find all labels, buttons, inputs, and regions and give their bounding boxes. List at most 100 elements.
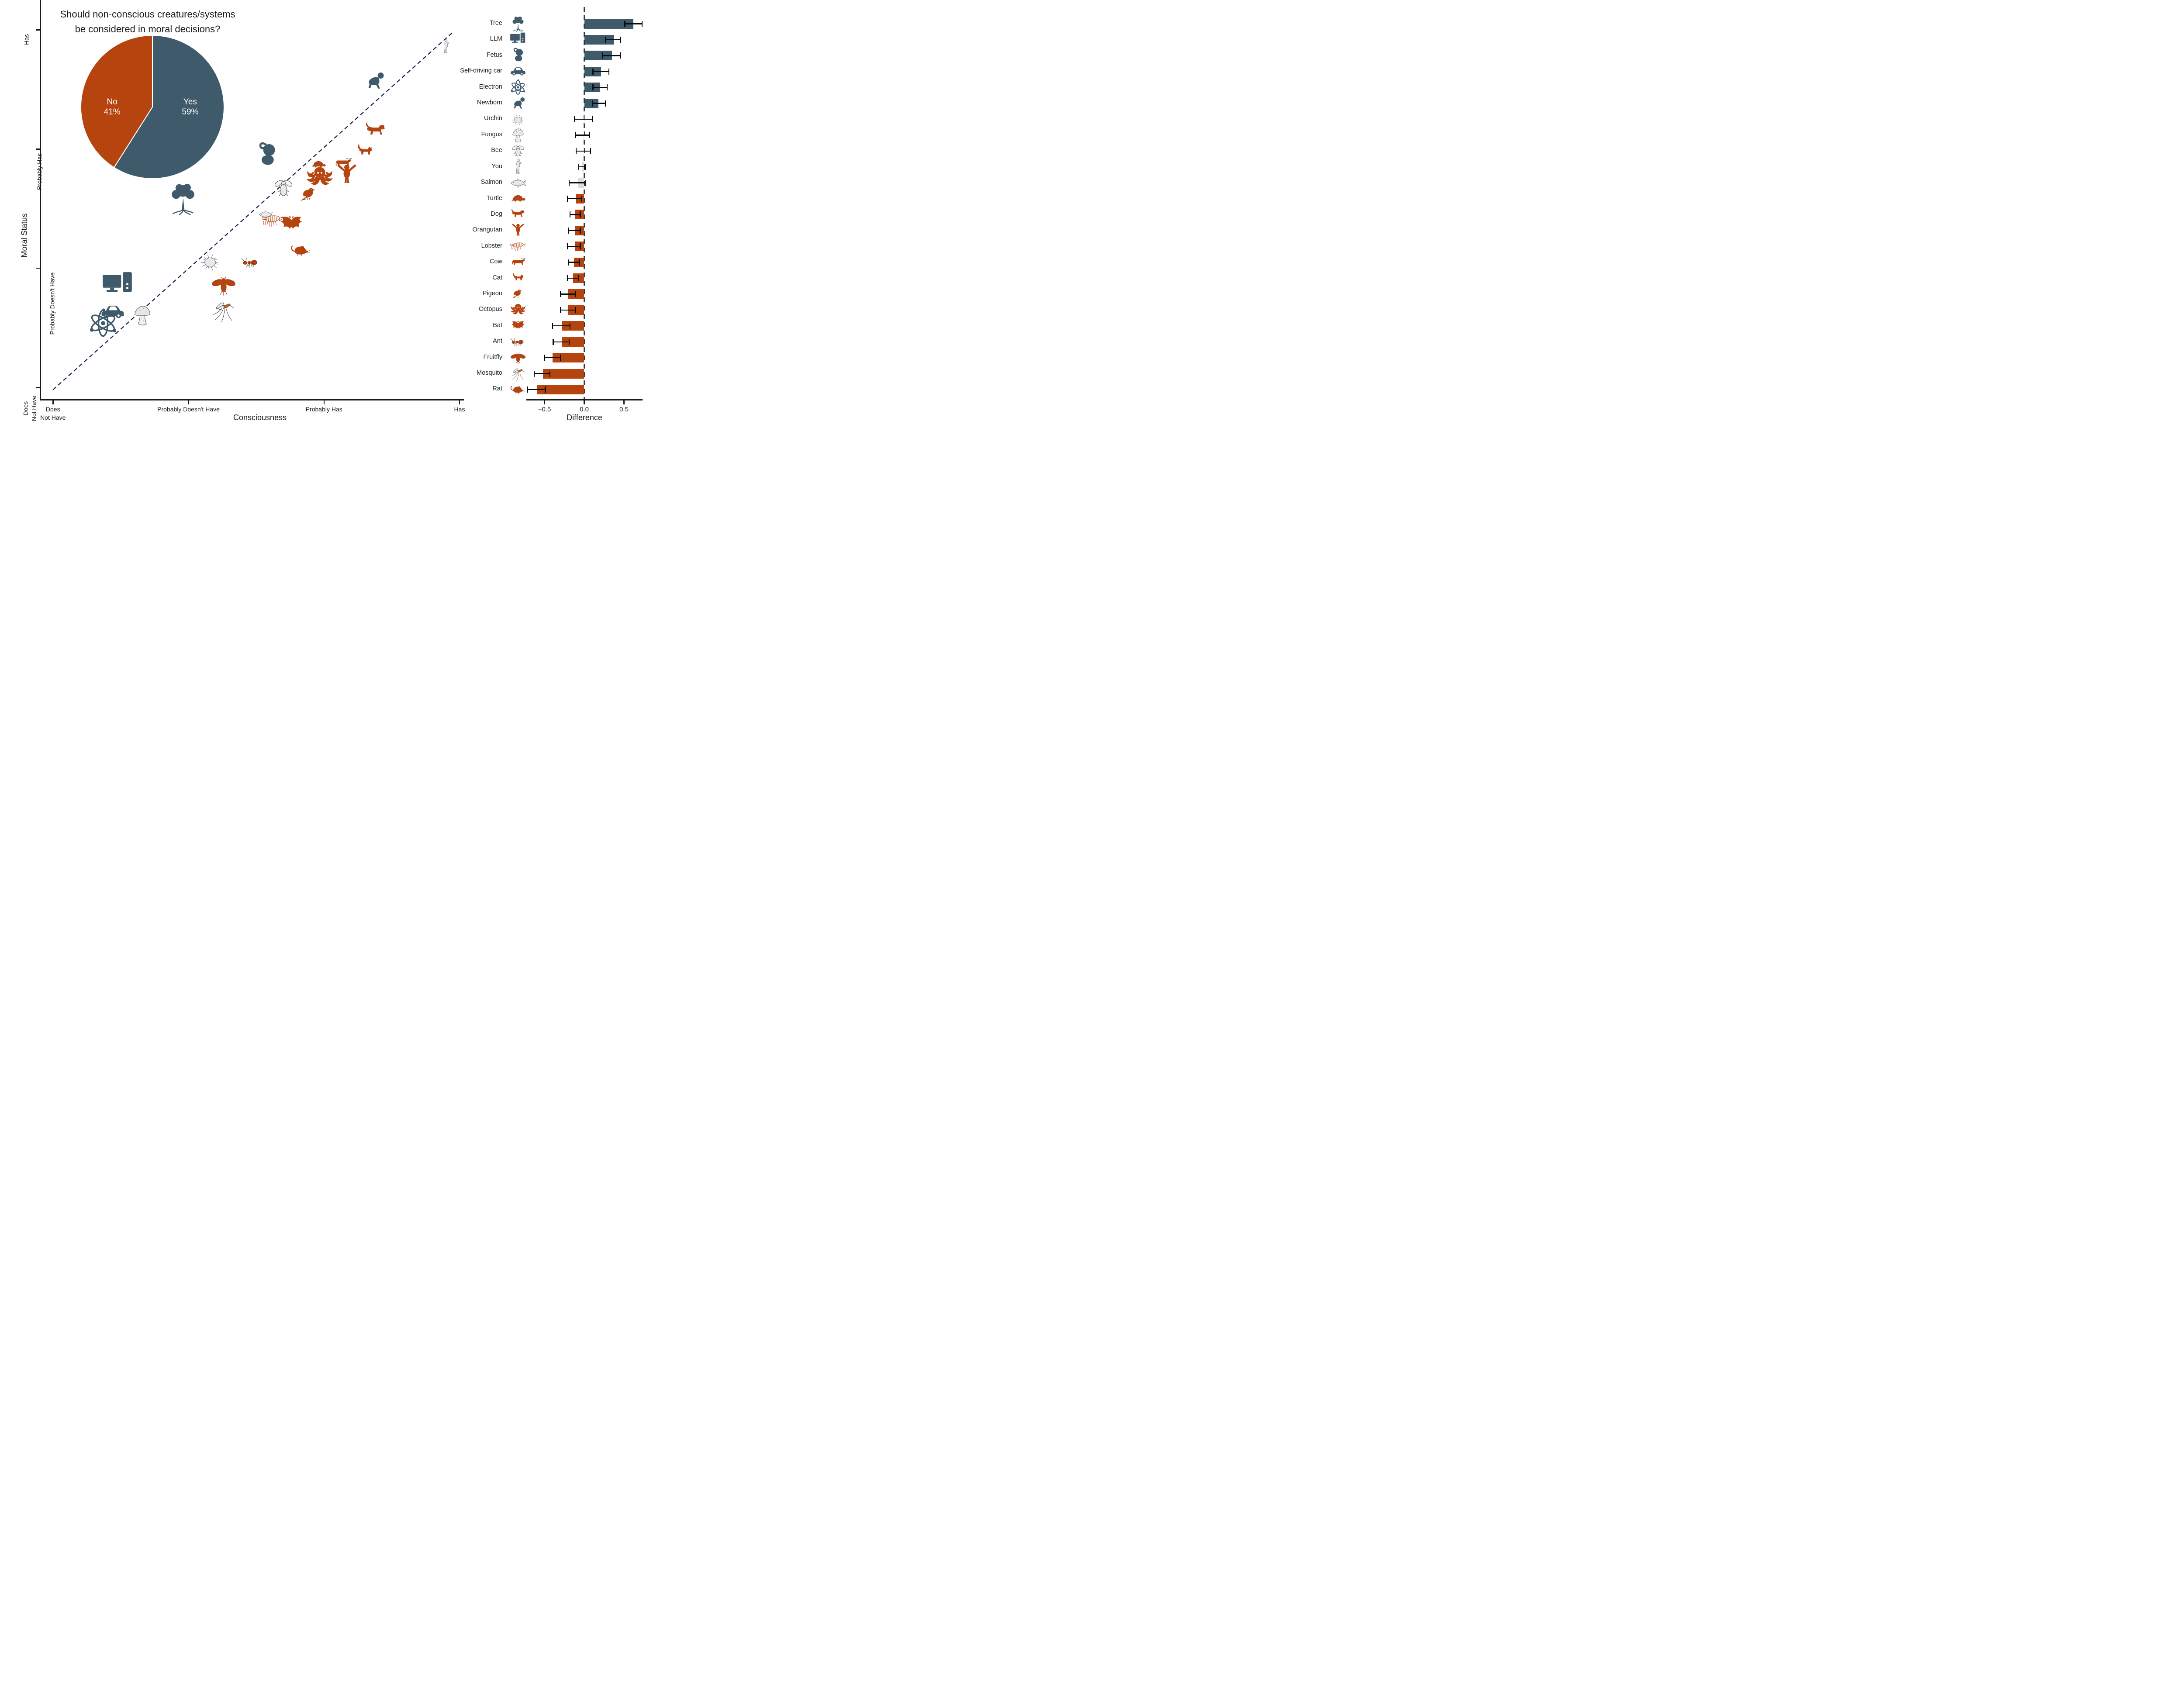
diff-tick-label-1: 0.0 [580, 406, 589, 413]
diff-label-tree: Tree [489, 20, 502, 27]
diff-ci-9 [578, 166, 585, 168]
diff-ci-lo-cap-0 [624, 21, 625, 27]
diff-ci-hi-cap-16 [578, 275, 579, 282]
rat-icon [291, 245, 310, 256]
x-tick-label-2: Probably Has [305, 406, 342, 413]
x-tick-label-0: Does Not Have [40, 406, 66, 421]
diff-label-fungus: Fungus [481, 131, 502, 138]
diff-ci-hi-cap-3 [608, 68, 610, 75]
x-tick-3 [459, 400, 460, 404]
diff-label-orangutan: Orangutan [472, 226, 502, 234]
diff-label-bat: Bat [493, 321, 502, 329]
diff-label-electron: Electron [479, 83, 502, 90]
mosquito-icon [511, 368, 525, 381]
diff-ci-4 [593, 86, 608, 88]
diff-ci-hi-cap-23 [545, 386, 546, 393]
human-icon [444, 39, 449, 53]
orangutan-icon [512, 223, 524, 236]
tree-icon [172, 183, 194, 216]
diff-ci-lo-cap-8 [576, 148, 577, 154]
diff-ci-hi-cap-4 [607, 84, 608, 91]
y-axis-spine [40, 0, 41, 400]
diff-label-dog: Dog [491, 210, 502, 217]
dog-icon [511, 208, 525, 217]
x-tick-0 [52, 400, 54, 404]
y-axis-title: Moral Status [20, 213, 29, 258]
diff-ci-3 [593, 71, 609, 72]
octopus-icon [510, 304, 526, 314]
ant-icon [241, 257, 258, 268]
diff-ci-hi-cap-11 [581, 196, 583, 202]
diff-ci-hi-cap-9 [584, 164, 586, 170]
diff-bar-tree [584, 19, 634, 29]
diff-tick-2 [623, 400, 625, 404]
diff-label-cow: Cow [489, 258, 502, 266]
figure-canvas: Should non-conscious creatures/systems b… [0, 0, 643, 424]
diff-ci-11 [567, 198, 582, 200]
bee-icon [274, 180, 292, 197]
diff-ci-hi-cap-12 [580, 211, 581, 218]
diff-ci-lo-cap-18 [560, 307, 561, 313]
diff-bar-octopus [568, 305, 584, 315]
diff-ci-hi-cap-13 [580, 227, 581, 234]
diff-tick-0 [544, 400, 545, 404]
diff-label-cat: Cat [492, 274, 502, 281]
diff-ci-5 [592, 103, 606, 104]
atom-icon [511, 79, 525, 95]
bat-icon [511, 321, 525, 329]
car-icon [511, 67, 525, 76]
diff-label-mosquito: Mosquito [477, 369, 502, 377]
orangutan-icon [337, 164, 357, 183]
diff-ci-hi-cap-17 [575, 291, 576, 297]
y-tick-label-3: Has [23, 34, 30, 45]
diff-ci-lo-cap-22 [533, 370, 535, 377]
diff-ci-hi-cap-5 [605, 100, 606, 107]
diff-bar-llm [584, 35, 614, 45]
diff-ci-lo-cap-7 [575, 132, 576, 138]
diff-ci-23 [528, 389, 546, 390]
pigeon-icon [300, 188, 315, 201]
diff-ci-13 [568, 230, 581, 231]
mosquito-icon [213, 303, 235, 323]
pigeon-icon [511, 290, 522, 299]
diff-bar-fetus [584, 51, 612, 61]
diff-ci-14 [567, 246, 581, 247]
y-tick-label-2: Probably Has [36, 153, 43, 190]
bee-icon [512, 145, 524, 157]
x-axis-title: Consciousness [233, 413, 287, 422]
diff-ci-hi-cap-22 [549, 370, 551, 377]
baby-icon [514, 97, 525, 109]
computer-icon [103, 272, 132, 292]
diff-label-llm: LLM [490, 35, 502, 43]
diff-ci-hi-cap-21 [560, 355, 561, 361]
y-tick-label-1: Probably Doesn't Have [48, 272, 56, 335]
diff-ci-17 [560, 293, 576, 295]
diff-label-you: You [491, 162, 502, 170]
fetus-icon [513, 48, 523, 62]
diff-ci-lo-cap-1 [605, 36, 606, 43]
fish-icon [511, 178, 526, 188]
diff-tick-label-2: 0.5 [619, 406, 629, 413]
urchin-icon [200, 254, 218, 270]
baby-icon [368, 72, 384, 89]
diff-label-lobster: Lobster [481, 242, 502, 249]
diff-ci-lo-cap-13 [567, 227, 569, 234]
diff-bar-mosquito [543, 369, 584, 379]
diff-label-urchin: Urchin [484, 115, 502, 122]
tree-icon [512, 16, 524, 32]
difference-axis-title: Difference [567, 413, 602, 422]
diff-tick-label-0: −0.5 [538, 406, 551, 413]
diff-ci-lo-cap-15 [567, 259, 569, 266]
diff-ci-8 [576, 150, 591, 152]
x-tick-2 [323, 400, 325, 404]
diff-ci-lo-cap-19 [552, 323, 553, 329]
diff-ci-10 [569, 182, 586, 183]
diff-label-pigeon: Pigeon [482, 290, 502, 297]
cat-icon [358, 144, 372, 155]
diff-bar-rat [537, 384, 584, 394]
pie-slice-no [80, 35, 153, 168]
diff-label-ant: Ant [493, 338, 502, 345]
x-tick-label-3: Has [454, 406, 465, 413]
diff-label-octopus: Octopus [479, 306, 502, 313]
diff-label-turtle: Turtle [486, 194, 502, 202]
